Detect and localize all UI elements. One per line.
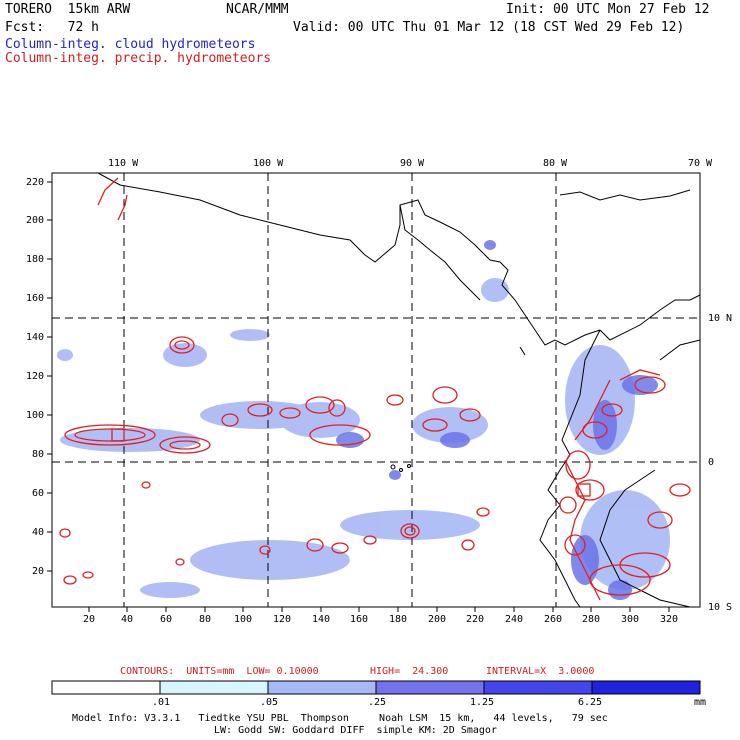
- lon-label-90w: 90 W: [400, 158, 425, 169]
- lon-label-70w: 70 W: [688, 158, 713, 169]
- x-tick: 300: [621, 614, 640, 625]
- x-tick: 140: [312, 614, 331, 625]
- lat-label-10s: 10 S: [708, 602, 733, 613]
- graticule: [52, 173, 700, 607]
- x-tick: 40: [121, 614, 134, 625]
- y-tick: 180: [26, 254, 45, 265]
- legend-label: .25: [368, 697, 387, 708]
- field-precip-label: Column-integ. precip. hydrometeors: [5, 51, 272, 66]
- contour-interval: INTERVAL=X 3.0000: [486, 666, 595, 677]
- cloud-shading: [57, 278, 670, 598]
- coastline: [97, 172, 701, 608]
- model-name: TORERO 15km ARW: [5, 2, 131, 17]
- x-tick: 80: [199, 614, 212, 625]
- contour-high: HIGH= 24.300: [370, 666, 449, 677]
- x-tick: 280: [582, 614, 601, 625]
- y-tick: 60: [32, 488, 45, 499]
- lat-label-0: 0: [708, 457, 715, 468]
- x-tick: 160: [350, 614, 369, 625]
- x-tick: 20: [83, 614, 96, 625]
- x-tick: 240: [505, 614, 524, 625]
- x-tick: 120: [273, 614, 292, 625]
- x-tick: 100: [234, 614, 253, 625]
- center-name: NCAR/MMM: [226, 2, 289, 17]
- x-tick: 220: [466, 614, 485, 625]
- y-tick: 40: [32, 527, 45, 538]
- y-tick: 20: [32, 566, 45, 577]
- field-cloud-label: Column-integ. cloud hydrometeors: [5, 37, 256, 52]
- axis-ticks: [47, 181, 670, 612]
- y-tick: 80: [32, 449, 45, 460]
- legend-label: .05: [260, 697, 279, 708]
- model-info-physics: LW: Godd SW: Goddard DIFF simple KM: 2D …: [214, 725, 497, 736]
- lon-label-100w: 100 W: [253, 158, 284, 169]
- lon-label-110w: 110 W: [108, 158, 139, 169]
- y-tick: 100: [26, 410, 45, 421]
- x-tick: 260: [544, 614, 563, 625]
- legend-unit: mm: [694, 697, 707, 708]
- legend-label: 6.25: [578, 697, 603, 708]
- x-tick: 200: [428, 614, 447, 625]
- x-tick: 60: [160, 614, 173, 625]
- y-tick: 200: [26, 215, 45, 226]
- y-tick: 140: [26, 332, 45, 343]
- legend-bar: [51, 680, 701, 695]
- legend-label: .01: [152, 697, 171, 708]
- forecast-hour: Fcst: 72 h: [5, 20, 99, 35]
- legend-label: 1.25: [470, 697, 495, 708]
- contour-units: CONTOURS: UNITS=mm LOW= 0.10000: [120, 666, 319, 677]
- y-tick: 120: [26, 371, 45, 382]
- y-tick: 160: [26, 293, 45, 304]
- lon-label-80w: 80 W: [543, 158, 568, 169]
- valid-time: Valid: 00 UTC Thu 01 Mar 12 (18 CST Wed …: [293, 20, 685, 35]
- init-time: Init: 00 UTC Mon 27 Feb 12: [506, 2, 710, 17]
- y-tick: 220: [26, 177, 45, 188]
- model-info: Model Info: V3.3.1 Tiedtke YSU PBL Thomp…: [72, 713, 608, 724]
- x-tick: 320: [660, 614, 679, 625]
- precip-contours: [59, 177, 691, 601]
- lat-label-10n: 10 N: [708, 313, 733, 324]
- x-tick: 180: [389, 614, 408, 625]
